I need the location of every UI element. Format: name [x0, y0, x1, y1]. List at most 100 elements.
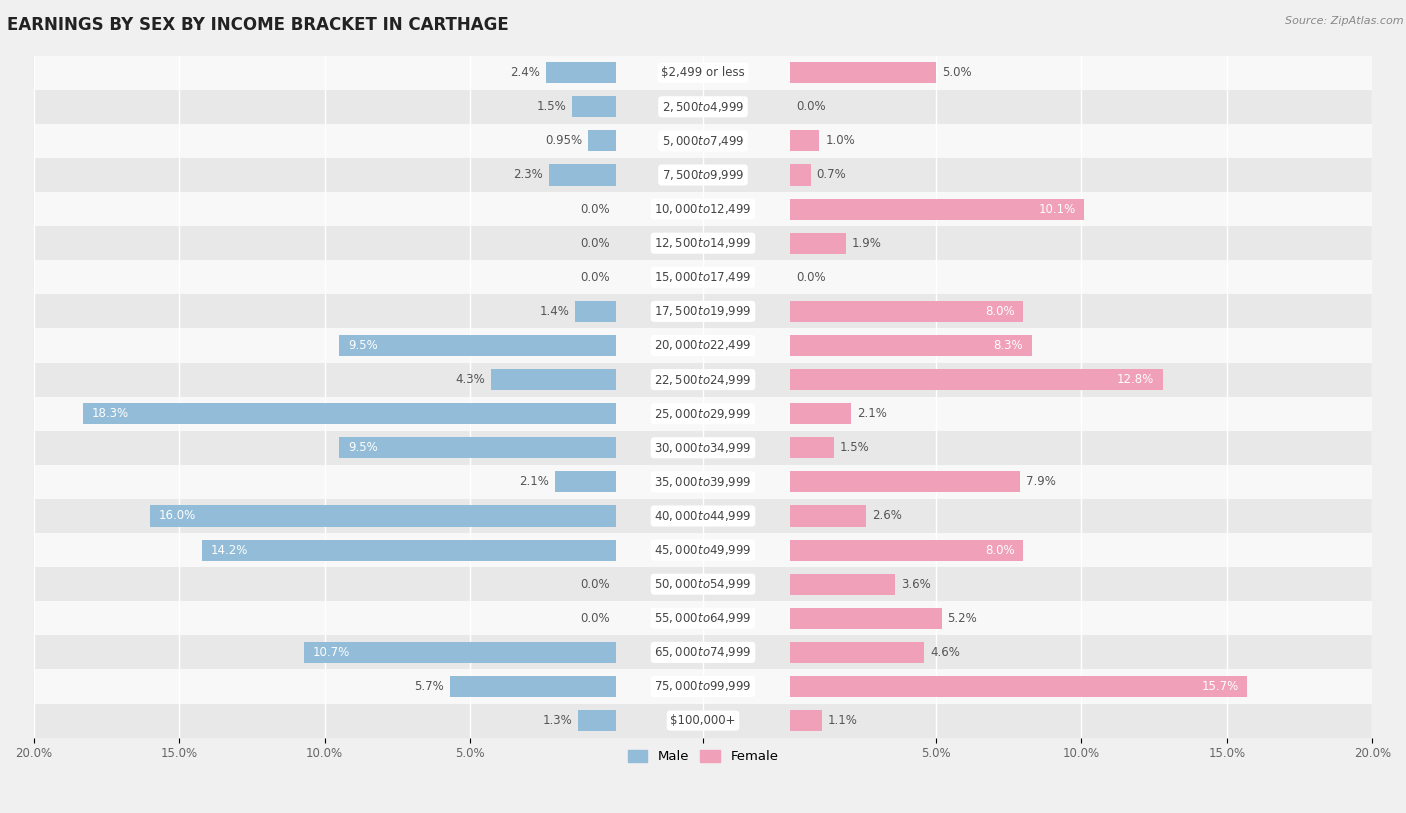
- Bar: [790, 574, 896, 595]
- Text: 2.1%: 2.1%: [858, 407, 887, 420]
- Text: 1.5%: 1.5%: [839, 441, 869, 454]
- Bar: [34, 397, 1372, 431]
- Bar: [572, 96, 616, 117]
- Bar: [790, 198, 1084, 220]
- Bar: [790, 710, 823, 731]
- Text: 1.0%: 1.0%: [825, 134, 855, 147]
- Bar: [34, 158, 1372, 192]
- Bar: [790, 506, 866, 527]
- Bar: [34, 226, 1372, 260]
- Bar: [34, 89, 1372, 124]
- Text: 0.0%: 0.0%: [581, 578, 610, 591]
- Bar: [790, 335, 1032, 356]
- Text: $12,500 to $14,999: $12,500 to $14,999: [654, 237, 752, 250]
- Text: $20,000 to $22,499: $20,000 to $22,499: [654, 338, 752, 353]
- Text: EARNINGS BY SEX BY INCOME BRACKET IN CARTHAGE: EARNINGS BY SEX BY INCOME BRACKET IN CAR…: [7, 16, 509, 34]
- Bar: [34, 669, 1372, 703]
- Text: 1.4%: 1.4%: [540, 305, 569, 318]
- Bar: [34, 260, 1372, 294]
- Bar: [450, 676, 616, 697]
- Bar: [790, 130, 820, 151]
- Bar: [83, 403, 616, 424]
- Bar: [790, 641, 924, 663]
- Text: $25,000 to $29,999: $25,000 to $29,999: [654, 406, 752, 420]
- Bar: [34, 294, 1372, 328]
- Bar: [34, 55, 1372, 89]
- Text: 4.6%: 4.6%: [929, 646, 960, 659]
- Text: Source: ZipAtlas.com: Source: ZipAtlas.com: [1285, 16, 1403, 26]
- Bar: [339, 335, 616, 356]
- Text: $2,500 to $4,999: $2,500 to $4,999: [662, 100, 744, 114]
- Text: 10.1%: 10.1%: [1038, 202, 1076, 215]
- Bar: [790, 608, 942, 629]
- Bar: [339, 437, 616, 459]
- Text: $5,000 to $7,499: $5,000 to $7,499: [662, 134, 744, 148]
- Bar: [575, 301, 616, 322]
- Text: 14.2%: 14.2%: [211, 544, 249, 557]
- Text: 9.5%: 9.5%: [347, 339, 378, 352]
- Text: 7.9%: 7.9%: [1026, 476, 1056, 489]
- Text: $2,499 or less: $2,499 or less: [661, 66, 745, 79]
- Text: 0.0%: 0.0%: [581, 612, 610, 625]
- Text: 2.1%: 2.1%: [519, 476, 548, 489]
- Text: 8.0%: 8.0%: [984, 544, 1015, 557]
- Text: 8.3%: 8.3%: [994, 339, 1024, 352]
- Bar: [34, 602, 1372, 635]
- Text: 0.7%: 0.7%: [817, 168, 846, 181]
- Text: 10.7%: 10.7%: [314, 646, 350, 659]
- Bar: [546, 62, 616, 83]
- Bar: [790, 62, 936, 83]
- Text: $100,000+: $100,000+: [671, 714, 735, 727]
- Bar: [790, 369, 1163, 390]
- Text: $30,000 to $34,999: $30,000 to $34,999: [654, 441, 752, 454]
- Bar: [491, 369, 616, 390]
- Bar: [34, 465, 1372, 499]
- Text: 9.5%: 9.5%: [347, 441, 378, 454]
- Bar: [34, 124, 1372, 158]
- Bar: [548, 164, 616, 185]
- Bar: [790, 437, 834, 459]
- Bar: [34, 431, 1372, 465]
- Text: 16.0%: 16.0%: [159, 510, 195, 523]
- Bar: [790, 403, 852, 424]
- Text: $50,000 to $54,999: $50,000 to $54,999: [654, 577, 752, 591]
- Text: 1.1%: 1.1%: [828, 714, 858, 727]
- Text: $55,000 to $64,999: $55,000 to $64,999: [654, 611, 752, 625]
- Bar: [202, 540, 616, 561]
- Bar: [34, 533, 1372, 567]
- Text: 1.5%: 1.5%: [537, 100, 567, 113]
- Bar: [34, 328, 1372, 363]
- Text: $45,000 to $49,999: $45,000 to $49,999: [654, 543, 752, 557]
- Text: 8.0%: 8.0%: [984, 305, 1015, 318]
- Text: 5.0%: 5.0%: [942, 66, 972, 79]
- Bar: [790, 472, 1021, 493]
- Text: 18.3%: 18.3%: [91, 407, 129, 420]
- Bar: [34, 499, 1372, 533]
- Text: $35,000 to $39,999: $35,000 to $39,999: [654, 475, 752, 489]
- Text: $15,000 to $17,499: $15,000 to $17,499: [654, 270, 752, 285]
- Text: 2.4%: 2.4%: [510, 66, 540, 79]
- Text: $17,500 to $19,999: $17,500 to $19,999: [654, 304, 752, 319]
- Text: 5.2%: 5.2%: [948, 612, 977, 625]
- Bar: [34, 567, 1372, 602]
- Text: 12.8%: 12.8%: [1116, 373, 1154, 386]
- Legend: Male, Female: Male, Female: [623, 745, 783, 768]
- Text: 0.0%: 0.0%: [796, 100, 825, 113]
- Text: 0.95%: 0.95%: [546, 134, 582, 147]
- Text: 0.0%: 0.0%: [581, 271, 610, 284]
- Text: 15.7%: 15.7%: [1201, 680, 1239, 693]
- Text: $7,500 to $9,999: $7,500 to $9,999: [662, 168, 744, 182]
- Text: $10,000 to $12,499: $10,000 to $12,499: [654, 202, 752, 216]
- Text: 2.3%: 2.3%: [513, 168, 543, 181]
- Text: 0.0%: 0.0%: [581, 237, 610, 250]
- Bar: [790, 164, 811, 185]
- Bar: [790, 676, 1247, 697]
- Bar: [588, 130, 616, 151]
- Text: 2.6%: 2.6%: [872, 510, 901, 523]
- Bar: [554, 472, 616, 493]
- Bar: [34, 635, 1372, 669]
- Text: 1.3%: 1.3%: [543, 714, 572, 727]
- Text: 4.3%: 4.3%: [456, 373, 485, 386]
- Text: $40,000 to $44,999: $40,000 to $44,999: [654, 509, 752, 523]
- Bar: [304, 641, 616, 663]
